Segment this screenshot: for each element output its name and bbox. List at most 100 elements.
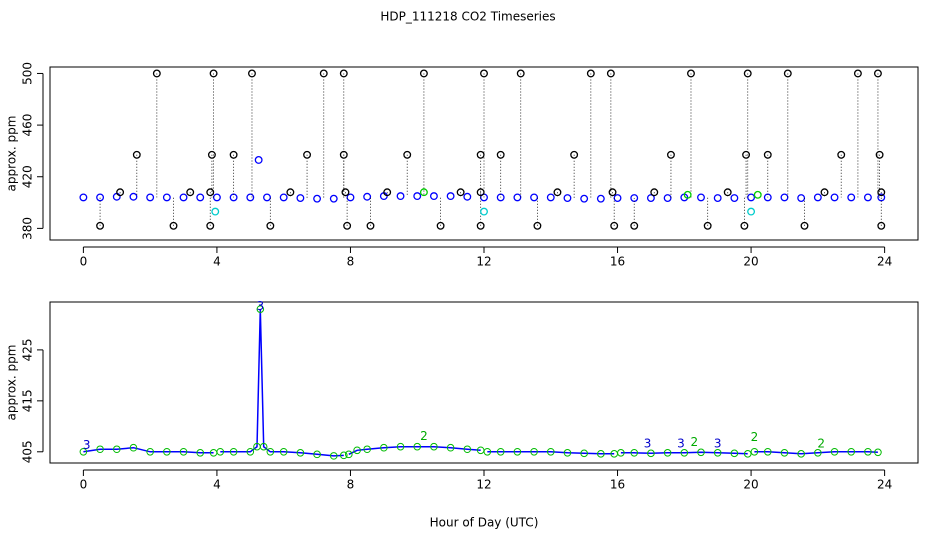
point (446, 192, 455, 201)
point (196, 449, 205, 457)
point (329, 194, 338, 203)
point (763, 150, 772, 159)
point (814, 449, 822, 457)
point (740, 221, 749, 230)
point (730, 449, 739, 458)
annotation: 2 (817, 437, 825, 451)
point (663, 194, 672, 202)
point (800, 221, 809, 230)
point (186, 188, 195, 197)
point (683, 190, 692, 199)
point (753, 190, 762, 199)
point (129, 192, 138, 201)
point (343, 221, 352, 230)
point (610, 221, 619, 230)
point (687, 69, 695, 78)
point (319, 69, 328, 78)
y-tick-label: 500 (21, 62, 35, 85)
x-tick-label: 4 (213, 478, 221, 492)
point (646, 194, 655, 202)
point (146, 447, 154, 456)
y-tick-label: 420 (21, 165, 35, 188)
x-tick-label: 16 (610, 478, 625, 492)
x-tick-label: 24 (877, 255, 892, 269)
point (339, 451, 348, 460)
point (429, 192, 438, 201)
point (152, 69, 161, 78)
point (212, 193, 221, 202)
point (563, 449, 572, 457)
point (207, 150, 216, 159)
point (229, 447, 238, 456)
point (363, 192, 372, 201)
x-tick-label: 4 (213, 255, 221, 269)
point (296, 194, 305, 202)
point (597, 450, 605, 458)
point (366, 221, 375, 230)
point (630, 449, 639, 457)
point (697, 448, 705, 457)
point (513, 193, 522, 202)
point (463, 192, 472, 201)
annotation: 3 (257, 299, 265, 313)
point (266, 447, 275, 456)
x-tick-label: 12 (476, 255, 491, 269)
point (430, 442, 438, 451)
point (419, 69, 428, 78)
point (546, 193, 555, 202)
point (279, 193, 288, 202)
plot-frame (49, 301, 919, 464)
y-axis-label: approx. ppm (5, 116, 19, 192)
point (553, 188, 562, 197)
point (713, 449, 722, 457)
point (747, 207, 756, 216)
point (209, 69, 218, 78)
point (96, 445, 104, 454)
point (703, 221, 712, 230)
point (211, 207, 220, 216)
point (383, 188, 392, 197)
point (483, 447, 492, 456)
point (96, 193, 105, 202)
point (229, 150, 238, 159)
point (580, 194, 589, 203)
point (780, 449, 789, 457)
point (339, 150, 348, 159)
point (847, 447, 856, 456)
point (246, 193, 255, 202)
y-tick-label: 460 (21, 114, 35, 137)
point (112, 445, 121, 454)
point (380, 443, 388, 452)
point (563, 194, 572, 202)
point (723, 188, 732, 197)
point (256, 305, 265, 313)
point (663, 449, 672, 457)
point (463, 445, 472, 454)
plot-frame (49, 66, 919, 241)
point (286, 188, 295, 197)
point (248, 69, 256, 78)
point (743, 450, 752, 458)
point (112, 192, 121, 201)
point (750, 447, 759, 456)
y-tick-label: 415 (21, 389, 35, 412)
point (847, 193, 856, 202)
point (617, 449, 625, 457)
annotation: 2 (691, 435, 699, 449)
x-tick-label: 0 (80, 478, 88, 492)
chart-title: HDP_111218 CO2 Timeseries (380, 10, 555, 24)
point (216, 447, 225, 456)
point (163, 447, 171, 456)
point (546, 447, 555, 456)
point (436, 221, 445, 230)
point (146, 193, 155, 202)
point (650, 188, 659, 197)
point (413, 192, 422, 201)
point (763, 447, 772, 456)
point (797, 194, 806, 202)
x-tick-label: 0 (80, 255, 88, 269)
point (169, 221, 178, 230)
point (346, 193, 355, 202)
point (530, 193, 539, 202)
annotation: 2 (420, 429, 428, 443)
